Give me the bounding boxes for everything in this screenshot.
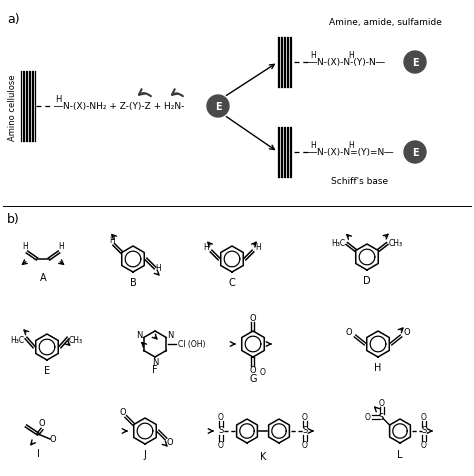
Text: B: B — [129, 278, 137, 288]
Text: b): b) — [7, 213, 20, 226]
Text: K: K — [260, 451, 266, 461]
Circle shape — [404, 52, 426, 74]
Text: O: O — [250, 366, 256, 375]
Text: H: H — [348, 51, 354, 60]
Text: O: O — [404, 328, 410, 337]
Text: O: O — [302, 413, 308, 422]
Text: F: F — [152, 364, 158, 374]
Text: H₃C: H₃C — [332, 238, 346, 248]
Text: S: S — [379, 413, 384, 422]
Text: O: O — [50, 435, 56, 444]
Text: O: O — [421, 441, 427, 449]
Text: O: O — [260, 368, 266, 377]
Text: Amino cellulose: Amino cellulose — [8, 75, 17, 141]
Text: O: O — [379, 399, 384, 407]
Text: H₃C: H₃C — [10, 336, 24, 345]
Text: S: S — [302, 426, 308, 435]
Text: O: O — [302, 441, 308, 449]
Text: Schiff's base: Schiff's base — [331, 177, 389, 186]
Text: H: H — [58, 242, 64, 251]
Text: E: E — [44, 365, 50, 375]
Text: O: O — [218, 441, 224, 449]
Text: H: H — [310, 141, 316, 150]
Circle shape — [207, 96, 229, 118]
Text: O: O — [218, 413, 224, 422]
Text: H: H — [310, 51, 316, 60]
Text: D: D — [363, 276, 371, 286]
Text: CH₃: CH₃ — [388, 238, 402, 248]
Text: H: H — [348, 141, 354, 150]
Text: L: L — [397, 449, 403, 459]
Text: G: G — [249, 373, 257, 383]
Text: O: O — [346, 328, 352, 337]
Text: O: O — [119, 407, 126, 416]
Text: H: H — [155, 264, 161, 273]
Text: S: S — [421, 426, 427, 435]
Text: H: H — [55, 95, 61, 104]
Text: Cl (OH): Cl (OH) — [178, 340, 206, 349]
Text: N: N — [167, 331, 174, 340]
Text: N: N — [136, 331, 143, 340]
Text: H: H — [203, 243, 209, 252]
Text: O: O — [167, 437, 173, 446]
Text: I: I — [36, 448, 39, 458]
Text: CH₃: CH₃ — [69, 336, 83, 345]
Text: A: A — [40, 272, 46, 282]
Text: O: O — [421, 413, 427, 422]
Text: E: E — [412, 148, 419, 158]
Text: ―N-(X)-NH₂ + Z-(Y)-Z + H₂N-: ―N-(X)-NH₂ + Z-(Y)-Z + H₂N- — [54, 102, 184, 111]
Text: O: O — [39, 418, 46, 427]
Text: a): a) — [7, 13, 19, 26]
Text: H: H — [374, 362, 382, 372]
Text: H: H — [255, 243, 261, 252]
Circle shape — [404, 142, 426, 164]
Text: J: J — [144, 449, 146, 459]
Text: H: H — [109, 236, 115, 245]
Text: Amine, amide, sulfamide: Amine, amide, sulfamide — [328, 18, 441, 27]
Text: S: S — [219, 426, 224, 435]
Text: ―N-(X)-N-(Y)-N―: ―N-(X)-N-(Y)-N― — [308, 59, 385, 68]
Text: E: E — [412, 58, 419, 68]
Text: N: N — [152, 358, 158, 367]
Text: C: C — [228, 278, 236, 288]
Text: O: O — [250, 314, 256, 323]
Text: ―N-(X)-N=(Y)=N―: ―N-(X)-N=(Y)=N― — [308, 148, 393, 157]
Text: E: E — [215, 102, 221, 112]
Text: O: O — [365, 413, 371, 422]
Text: H: H — [22, 242, 28, 251]
